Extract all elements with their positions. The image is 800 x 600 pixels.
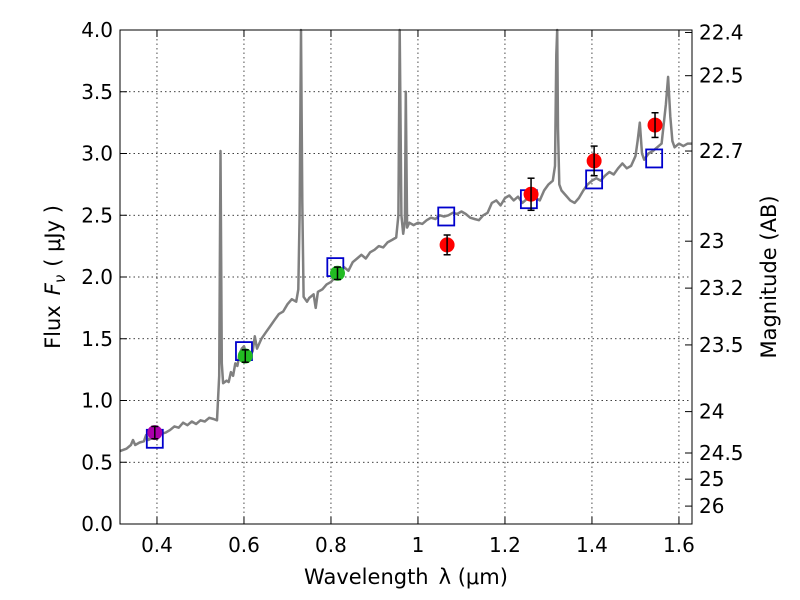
x-tick-label: 0.6 bbox=[228, 533, 260, 557]
x-axis: 0.4 0.6 0.8 1 1.2 1.4 1.6 bbox=[141, 30, 695, 557]
y2-tick-label: 22.7 bbox=[699, 139, 744, 163]
y2-tick-label: 25 bbox=[699, 467, 724, 491]
y-axis-title-units: ( μJy ) bbox=[41, 205, 65, 267]
y-axis-title-symbol: F bbox=[41, 282, 65, 295]
y-tick-label: 0.0 bbox=[81, 512, 113, 536]
y2-tick-label: 22.4 bbox=[699, 20, 744, 44]
y-axis-title: Flux Fν ( μJy ) bbox=[41, 205, 69, 349]
x-axis-title-main: Wavelength bbox=[304, 565, 429, 589]
y-tick-label: 2.5 bbox=[81, 203, 113, 227]
y-axis-title-subscript: ν bbox=[51, 275, 69, 283]
y2-tick-label: 24 bbox=[699, 400, 724, 424]
x-tick-label: 1.2 bbox=[489, 533, 521, 557]
sed-spectrum bbox=[119, 28, 692, 453]
y-tick-label: 3.0 bbox=[81, 142, 113, 166]
model-photometry-box bbox=[437, 206, 456, 227]
y2-tick-label: 26 bbox=[699, 494, 724, 518]
y2-tick-label: 24.5 bbox=[699, 441, 744, 465]
y2-tick-label: 23 bbox=[699, 229, 724, 253]
x-tick-label: 1 bbox=[412, 533, 425, 557]
y-tick-label: 2.0 bbox=[81, 265, 113, 289]
x-tick-label: 1.6 bbox=[663, 533, 695, 557]
y2-tick-label: 23.2 bbox=[699, 276, 744, 300]
x-axis-title-math: λ (μm) bbox=[439, 565, 508, 589]
y-tick-label: 1.5 bbox=[81, 327, 113, 351]
y-tick-label: 1.0 bbox=[81, 389, 113, 413]
y2-axis-title: Magnitude (AB) bbox=[757, 195, 781, 358]
y-tick-label: 0.5 bbox=[81, 450, 113, 474]
y2-tick-label: 22.5 bbox=[699, 64, 744, 88]
observed-photometry bbox=[147, 111, 663, 441]
x-axis-title: Wavelength λ (μm) bbox=[304, 565, 508, 589]
y2-axis: 22.4 22.5 22.7 23 23.2 23.5 24 24.525 26 bbox=[685, 20, 744, 518]
x-tick-label: 0.8 bbox=[315, 533, 347, 557]
sed-spectrum-line bbox=[119, 28, 692, 453]
y-tick-label: 3.5 bbox=[81, 80, 113, 104]
y-axis: 0.0 0.5 1.0 1.5 2.0 2.5 3.0 3.5 4.0 bbox=[81, 18, 127, 536]
model-photometry-box bbox=[645, 148, 664, 169]
y-tick-label: 4.0 bbox=[81, 18, 113, 42]
x-tick-label: 0.4 bbox=[141, 533, 173, 557]
y2-tick-label: 23.5 bbox=[699, 333, 744, 357]
x-tick-label: 1.4 bbox=[576, 533, 608, 557]
y-axis-title-main: Flux bbox=[41, 305, 65, 349]
